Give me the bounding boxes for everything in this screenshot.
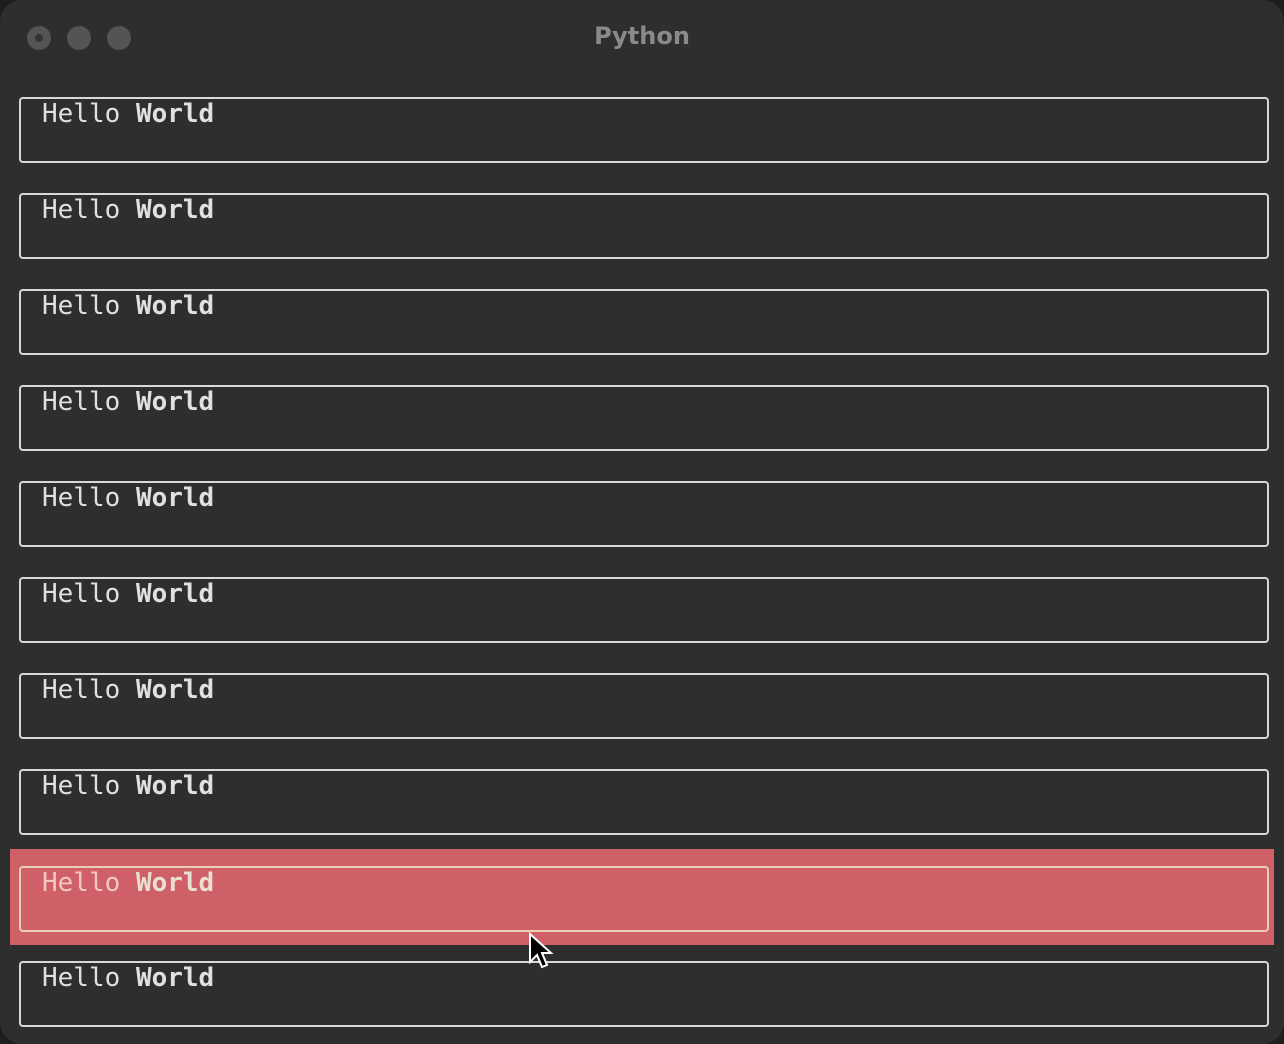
item-label: Hello World <box>42 771 214 801</box>
item-word-hello: Hello <box>42 963 121 993</box>
item-word-hello: Hello <box>42 483 121 513</box>
item-list: Hello World Hello World Hello World Hell… <box>10 81 1274 1041</box>
item-box[interactable]: Hello World <box>19 481 1269 547</box>
close-button[interactable] <box>27 26 51 50</box>
window-controls <box>27 26 131 50</box>
mouse-cursor-icon <box>529 932 554 969</box>
item-word-world: World <box>135 483 215 513</box>
item-label: Hello World <box>42 387 214 417</box>
list-item[interactable]: Hello World <box>10 561 1274 657</box>
item-word-world: World <box>135 195 215 225</box>
item-label: Hello World <box>42 195 214 225</box>
list-item[interactable]: Hello World <box>10 369 1274 465</box>
item-word-hello: Hello <box>42 579 121 609</box>
item-word-hello: Hello <box>42 868 121 898</box>
title-bar: Python <box>0 0 1284 76</box>
item-word-hello: Hello <box>42 771 121 801</box>
item-word-hello: Hello <box>42 99 121 129</box>
item-box[interactable]: Hello World <box>19 193 1269 259</box>
item-box[interactable]: Hello World <box>19 289 1269 355</box>
window-title: Python <box>594 22 690 50</box>
item-word-hello: Hello <box>42 195 121 225</box>
list-item[interactable]: Hello World <box>10 177 1274 273</box>
item-word-world: World <box>135 963 215 993</box>
item-label: Hello World <box>42 963 214 993</box>
item-box[interactable]: Hello World <box>19 769 1269 835</box>
item-label: Hello World <box>42 291 214 321</box>
item-label: Hello World <box>42 675 214 705</box>
item-word-world: World <box>135 771 215 801</box>
list-item[interactable]: Hello World <box>10 753 1274 849</box>
item-box[interactable]: Hello World <box>19 577 1269 643</box>
list-item[interactable]: Hello World <box>10 657 1274 753</box>
item-label: Hello World <box>42 99 214 129</box>
list-item[interactable]: Hello World <box>10 273 1274 369</box>
item-box[interactable]: Hello World <box>19 97 1269 163</box>
item-word-world: World <box>135 579 215 609</box>
item-word-hello: Hello <box>42 675 121 705</box>
item-word-world: World <box>135 99 215 129</box>
item-word-world: World <box>135 868 215 898</box>
item-box[interactable]: Hello World <box>19 673 1269 739</box>
maximize-button[interactable] <box>107 26 131 50</box>
item-word-hello: Hello <box>42 387 121 417</box>
list-item[interactable]: Hello World <box>10 465 1274 561</box>
list-item[interactable]: Hello World <box>10 81 1274 177</box>
item-word-world: World <box>135 675 215 705</box>
item-word-world: World <box>135 291 215 321</box>
item-label: Hello World <box>42 868 214 898</box>
minimize-button[interactable] <box>67 26 91 50</box>
item-word-world: World <box>135 387 215 417</box>
item-label: Hello World <box>42 483 214 513</box>
list-item-selected[interactable]: Hello World <box>10 849 1274 945</box>
item-box[interactable]: Hello World <box>19 866 1269 932</box>
item-word-hello: Hello <box>42 291 121 321</box>
item-label: Hello World <box>42 579 214 609</box>
item-box[interactable]: Hello World <box>19 385 1269 451</box>
item-box[interactable]: Hello World <box>19 961 1269 1027</box>
list-item[interactable]: Hello World <box>10 945 1274 1041</box>
